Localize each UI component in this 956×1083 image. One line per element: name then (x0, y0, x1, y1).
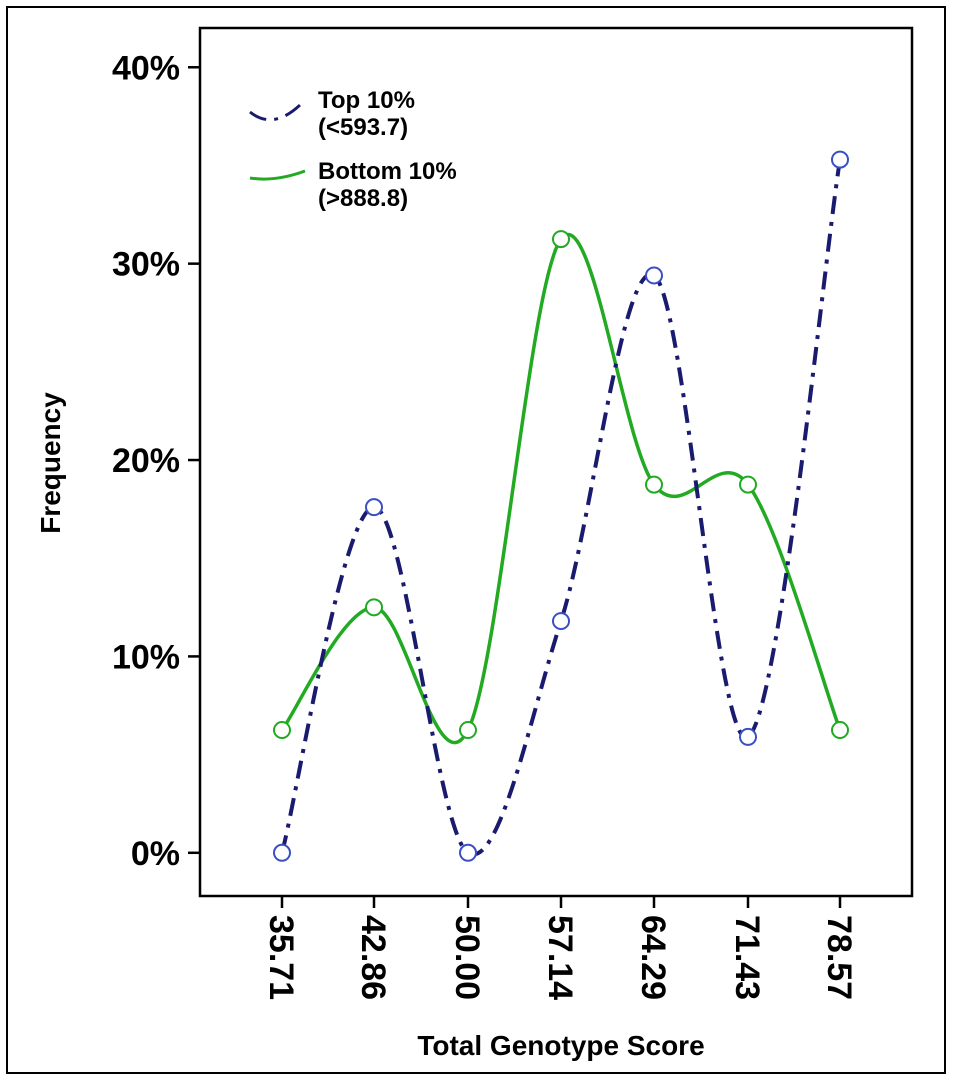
x-axis-title: Total Genotype Score (417, 1030, 704, 1061)
data-point-bottom-10 (645, 475, 663, 494)
legend: Top 10% (<593.7) Bottom 10% (>888.8) (249, 87, 457, 212)
series-line-top-10 (280, 159, 842, 857)
y-tick-label: 0% (131, 835, 180, 873)
data-point-bottom-10 (365, 598, 383, 617)
x-tick-label: 64.29 (634, 915, 672, 1000)
legend-label-bottom: Bottom 10% (318, 158, 457, 185)
figure-frame (6, 6, 946, 1074)
y-tick-label: 20% (112, 442, 180, 480)
x-tick-label: 42.86 (354, 915, 392, 1000)
legend-swatch-bottom (249, 169, 306, 181)
series-line-bottom-10 (280, 233, 842, 744)
legend-label-top-range: (<593.7) (318, 114, 408, 141)
x-tick-label: 71.43 (728, 915, 766, 1000)
data-point-top-10 (645, 266, 663, 285)
y-axis-title: Frequency (35, 392, 66, 534)
data-point-bottom-10 (273, 721, 291, 740)
y-tick-label: 10% (112, 638, 180, 676)
legend-label-top: Top 10% (318, 87, 415, 114)
data-point-bottom-10 (552, 230, 570, 249)
x-tick-label: 35.71 (262, 915, 300, 1000)
data-point-top-10 (739, 727, 757, 746)
legend-swatch-top (249, 98, 307, 122)
data-point-top-10 (365, 498, 383, 517)
data-point-top-10 (831, 150, 849, 169)
data-point-bottom-10 (739, 475, 757, 494)
legend-label-bottom-range: (>888.8) (318, 185, 408, 212)
series-layer (273, 150, 849, 862)
data-point-bottom-10 (831, 721, 849, 740)
x-tick-label: 57.14 (541, 915, 579, 1000)
data-point-top-10 (459, 843, 477, 862)
x-axis: 35.71 42.86 50.00 57.14 64.29 71.43 78.57 (262, 896, 858, 1000)
x-tick-label: 50.00 (448, 915, 486, 1000)
y-tick-label: 40% (112, 49, 180, 87)
y-tick-label: 30% (112, 246, 180, 284)
y-axis: 0% 10% 20% 30% 40% (112, 49, 200, 873)
data-point-bottom-10 (459, 721, 477, 740)
data-point-top-10 (552, 612, 570, 631)
x-tick-label: 78.57 (820, 915, 858, 1000)
plot-area (198, 26, 914, 898)
data-point-top-10 (273, 843, 291, 862)
